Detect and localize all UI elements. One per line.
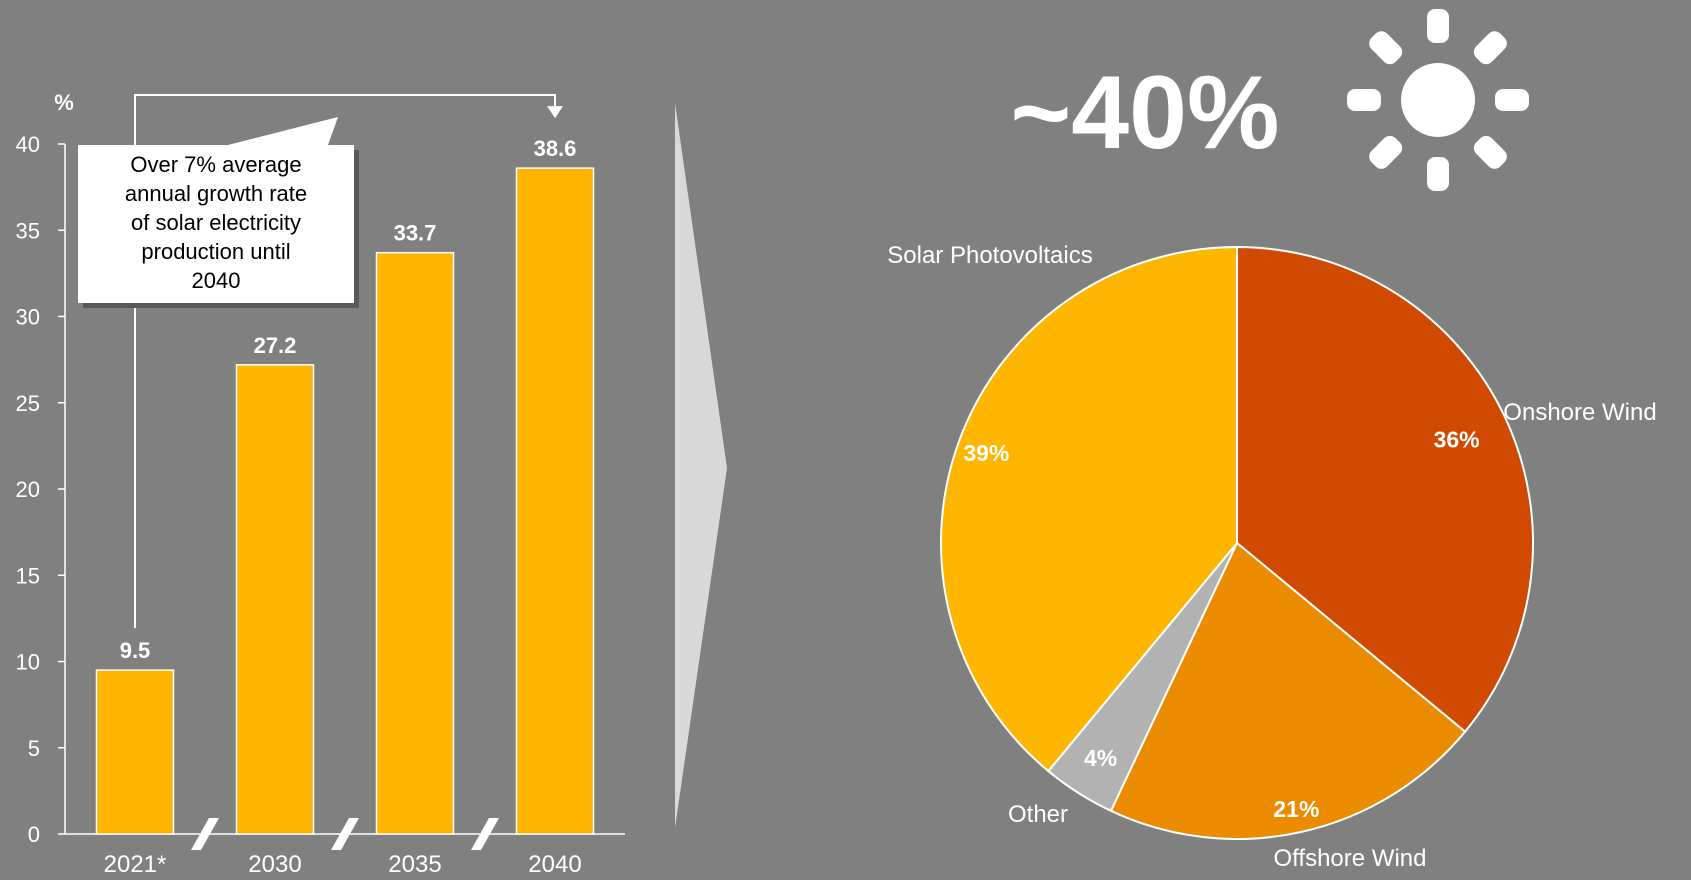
y-tick-label: 5 — [28, 736, 40, 761]
bar — [235, 364, 315, 835]
sun-core — [1401, 63, 1475, 137]
growth-arrowhead — [547, 106, 563, 119]
x-tick-label: 2030 — [248, 851, 301, 878]
y-tick-label: 35 — [16, 218, 40, 243]
sun-ray — [1347, 89, 1381, 111]
x-tick-label: 2040 — [528, 851, 581, 878]
growth-callout: Over 7% average annual growth rate of sola… — [78, 117, 359, 308]
axis-break-mark — [471, 818, 499, 850]
sun-ray — [1427, 9, 1449, 43]
sun-ray — [1369, 135, 1403, 169]
bar-value-label: 9.5 — [120, 638, 151, 663]
x-tick-label: 2021* — [104, 851, 167, 878]
bar — [95, 669, 175, 835]
pie-value-label: 4% — [1084, 745, 1117, 771]
sun-ray — [1495, 89, 1529, 111]
pie-value-label: 21% — [1273, 796, 1319, 822]
callout-text: Over 7% average annual growth rate of sola… — [125, 152, 307, 293]
pie-category-label: Solar Photovoltaics — [887, 242, 1092, 269]
x-tick-label: 2035 — [388, 851, 441, 878]
axis-break-mark — [331, 818, 359, 850]
pie-slice — [1236, 245, 1534, 734]
pie-slice — [940, 245, 1238, 773]
bar — [375, 251, 455, 835]
sun-ray — [1473, 31, 1507, 65]
headline-percentage: ~40% — [1011, 55, 1280, 171]
axis-break-mark — [191, 818, 219, 850]
y-tick-label: 0 — [28, 822, 40, 847]
bar-value-label: 27.2 — [254, 333, 297, 358]
y-tick-label: 15 — [16, 563, 40, 588]
bar — [515, 167, 595, 835]
pie-chart: 36% Onshore Wind 21% Offshore Wind 4% Other 39… — [887, 242, 1656, 872]
y-ticks: 0 5 10 15 20 25 30 35 40 — [16, 132, 65, 847]
sun-ray — [1369, 31, 1403, 65]
pie-category-label: Other — [1008, 801, 1068, 828]
sun-ray — [1427, 157, 1449, 191]
growth-bracket-line — [134, 94, 556, 629]
y-axis-unit-label: % — [54, 90, 74, 115]
pie-value-label: 39% — [963, 440, 1009, 466]
y-tick-label: 40 — [16, 132, 40, 157]
axis-breaks — [191, 818, 499, 850]
pie-category-label: Offshore Wind — [1274, 845, 1427, 872]
chevron-arrow-shape — [675, 103, 727, 828]
pie-category-label: Onshore Wind — [1503, 399, 1656, 426]
bar-value-label: 38.6 — [534, 136, 577, 161]
y-tick-label: 30 — [16, 305, 40, 330]
pie-slice — [1109, 541, 1467, 840]
x-tick-labels: 2021* 2030 2035 2040 — [104, 851, 582, 878]
bar-value-label: 33.7 — [394, 221, 437, 246]
bar-chart: % 0 5 10 15 20 25 30 35 40 9.5 27.2 33.7 38.6 2021*… — [16, 90, 625, 878]
y-tick-label: 25 — [16, 391, 40, 416]
sun-ray — [1473, 135, 1507, 169]
sun-icon — [1347, 9, 1529, 191]
callout-box — [78, 117, 354, 303]
bars: 9.5 27.2 33.7 38.6 — [95, 136, 595, 835]
y-tick-label: 20 — [16, 477, 40, 502]
y-tick-label: 10 — [16, 650, 40, 675]
pie-value-label: 36% — [1434, 427, 1480, 453]
